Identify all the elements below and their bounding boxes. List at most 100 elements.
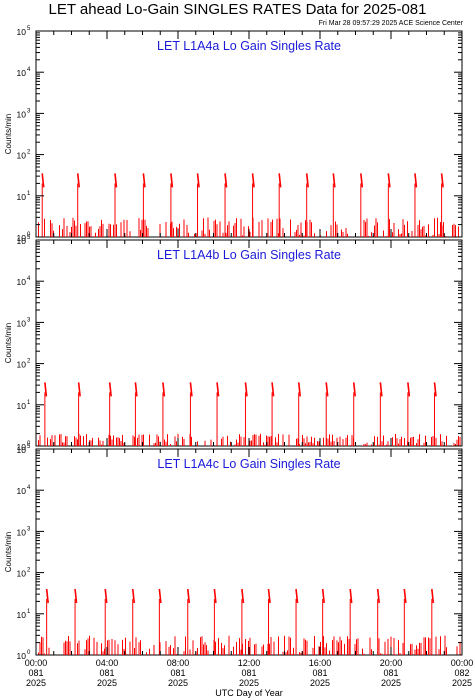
y-tick-label: 10 xyxy=(17,360,27,370)
series-spike-peak xyxy=(407,382,411,397)
series-spike-peak xyxy=(134,382,138,397)
x-tick-label: 2025 xyxy=(168,678,188,688)
series-spike-peak xyxy=(142,173,146,188)
series-spike-peak xyxy=(440,173,444,188)
series-spike-peak xyxy=(267,588,271,604)
y-tick-exponent: 3 xyxy=(27,317,31,323)
series-spike-peak xyxy=(76,173,81,188)
x-tick-label: 081 xyxy=(312,668,327,678)
x-tick-label: 04:00 xyxy=(96,658,119,668)
series-spike-peak xyxy=(360,173,364,188)
y-axis-label: Counts/min xyxy=(4,114,13,154)
y-tick-label: 10 xyxy=(17,527,27,537)
y-tick-exponent: 2 xyxy=(27,568,31,574)
y-tick-label: 10 xyxy=(17,233,27,243)
x-tick-label: 2025 xyxy=(381,678,401,688)
series-spike-peak xyxy=(349,588,353,604)
panel-frame xyxy=(35,30,463,238)
x-tick-label: 00:00 xyxy=(451,658,474,668)
series-spike-peak xyxy=(305,173,309,188)
series-spike-peak xyxy=(387,173,391,188)
series-spike-peak xyxy=(189,382,193,397)
y-tick-exponent: 0 xyxy=(27,441,31,447)
y-tick-exponent: 5 xyxy=(27,235,31,241)
y-tick-label: 10 xyxy=(17,109,27,119)
y-tick-exponent: 0 xyxy=(27,232,31,238)
y-tick-exponent: 2 xyxy=(27,150,31,156)
y-tick-exponent: 0 xyxy=(27,650,31,656)
y-tick-label: 10 xyxy=(17,277,27,287)
series-spike-peak xyxy=(244,382,248,397)
series-spike-peak xyxy=(251,173,255,188)
series-spike-peak xyxy=(162,382,166,397)
x-tick-label: 00:00 xyxy=(25,658,48,668)
x-tick-label: 081 xyxy=(99,668,114,678)
x-tick-label: 16:00 xyxy=(309,658,332,668)
x-tick-label: 2025 xyxy=(26,678,46,688)
y-tick-label: 10 xyxy=(17,318,27,328)
y-tick-label: 10 xyxy=(17,27,27,37)
y-tick-exponent: 1 xyxy=(27,400,31,406)
x-tick-label: 2025 xyxy=(310,678,330,688)
series-spike-peak xyxy=(41,173,45,188)
series-spike-peak xyxy=(403,588,407,604)
series-spike-peak xyxy=(433,382,437,397)
series-spike-peak xyxy=(332,173,336,188)
generation-timestamp: Fri Mar 28 09:57:29 2025 ACE Science Cen… xyxy=(318,20,463,27)
x-tick-label: 082 xyxy=(454,668,469,678)
series-spike-peak xyxy=(241,588,245,604)
y-tick-exponent: 5 xyxy=(27,444,31,450)
y-tick-label: 10 xyxy=(17,151,27,161)
y-tick-exponent: 4 xyxy=(27,485,31,491)
panel-title: LET L1A4c Lo Gain Singles Rate xyxy=(157,457,340,471)
series-spike-peak xyxy=(196,173,200,188)
series-spike-peak xyxy=(295,588,299,604)
series-spike-peak xyxy=(325,382,329,397)
y-tick-label: 10 xyxy=(17,569,27,579)
y-tick-label: 10 xyxy=(17,445,27,455)
series-spike-peak xyxy=(321,588,325,604)
series-spike-peak xyxy=(104,588,108,604)
x-tick-label: 2025 xyxy=(97,678,117,688)
y-tick-label: 10 xyxy=(17,442,27,452)
y-axis-label: Counts/min xyxy=(4,323,13,363)
series-baseline xyxy=(38,217,459,237)
series-spike-peak xyxy=(158,588,162,604)
y-tick-exponent: 2 xyxy=(27,359,31,365)
series-spike-peak xyxy=(114,173,118,188)
x-tick-label: 081 xyxy=(383,668,398,678)
series-spike-peak xyxy=(414,173,418,188)
x-tick-label: 12:00 xyxy=(238,658,261,668)
y-axis-label: Counts/min xyxy=(4,532,13,572)
x-tick-label: 081 xyxy=(170,668,185,678)
y-tick-exponent: 3 xyxy=(27,108,31,114)
x-tick-label: 20:00 xyxy=(380,658,403,668)
y-tick-exponent: 1 xyxy=(27,609,31,615)
y-tick-label: 10 xyxy=(17,651,27,661)
x-tick-label: 08:00 xyxy=(167,658,190,668)
y-tick-exponent: 4 xyxy=(27,276,31,282)
panel-title: LET L1A4a Lo Gain Singles Rate xyxy=(157,39,341,53)
series-spike-peak xyxy=(44,382,48,397)
series-spike-peak xyxy=(297,382,301,397)
series-spike-peak xyxy=(216,382,220,397)
y-tick-label: 10 xyxy=(17,610,27,620)
x-tick-label: 081 xyxy=(241,668,256,678)
series-baseline xyxy=(38,433,461,446)
series-spike-peak xyxy=(376,588,380,604)
series-spike-peak xyxy=(131,588,136,604)
panel-frame xyxy=(35,239,463,447)
y-tick-exponent: 1 xyxy=(27,191,31,197)
y-tick-label: 10 xyxy=(17,401,27,411)
y-tick-exponent: 5 xyxy=(27,26,31,32)
y-tick-label: 10 xyxy=(17,192,27,202)
series-spike-peak xyxy=(77,382,81,397)
series-spike-peak xyxy=(74,588,78,604)
series-spike-peak xyxy=(379,382,383,397)
series-spike-peak xyxy=(278,173,282,188)
y-tick-label: 10 xyxy=(17,486,27,496)
x-axis-label: UTC Day of Year xyxy=(215,688,283,698)
